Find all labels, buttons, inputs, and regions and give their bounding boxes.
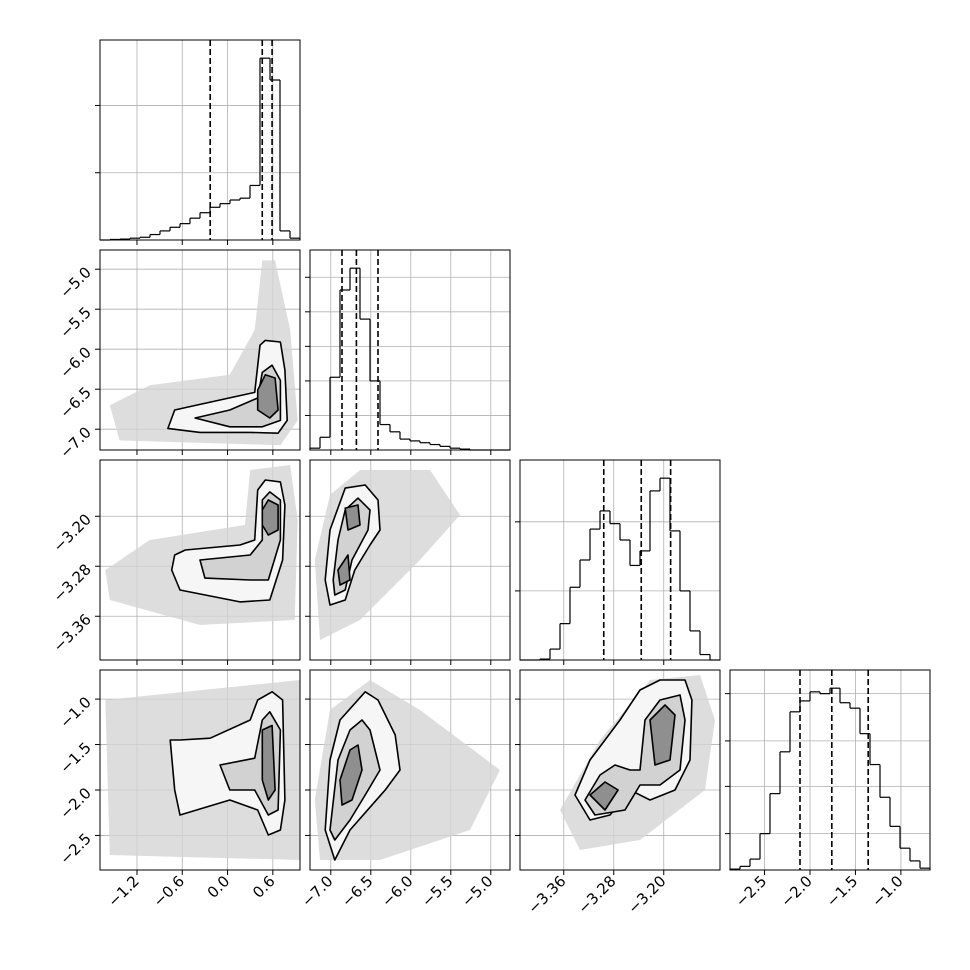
- y-tick-label: −1.5: [56, 739, 94, 777]
- density-contour: [344, 504, 361, 531]
- density-contour: [261, 499, 279, 536]
- x-tick-label: −7.0: [298, 872, 336, 910]
- x-tick-label: −1.0: [868, 872, 906, 910]
- density-contour: [256, 374, 279, 419]
- x-tick-label: −1.2: [104, 872, 142, 910]
- y-tick-label: −2.0: [56, 784, 94, 822]
- x-tick-label: −5.0: [458, 872, 496, 910]
- x-tick-label: 0.6: [249, 872, 279, 902]
- panel-frame: [309, 669, 511, 871]
- y-tick-label: −7.0: [56, 423, 94, 461]
- panel-frame: [99, 249, 301, 451]
- y-tick-label: −5.0: [56, 263, 94, 301]
- x-tick-label: −0.6: [150, 872, 188, 910]
- density-contour: [649, 704, 676, 766]
- panel-frame: [519, 669, 721, 871]
- density-contour: [261, 724, 276, 801]
- x-tick-label: −2.5: [732, 872, 770, 910]
- y-tick-label: −6.5: [56, 383, 94, 421]
- panel-frame: [309, 459, 511, 661]
- density-contour: [589, 781, 619, 811]
- density-contour: [337, 554, 351, 586]
- x-tick-label: 0.0: [204, 872, 234, 902]
- panel-frame: [99, 669, 301, 871]
- x-tick-label: −1.5: [823, 872, 861, 910]
- y-tick-label: −2.5: [56, 830, 94, 868]
- y-tick-label: −3.20: [50, 510, 95, 555]
- x-tick-label: −6.5: [338, 872, 376, 910]
- y-tick-label: −6.0: [56, 343, 94, 381]
- density-contour: [199, 491, 282, 581]
- density-contour: [339, 744, 363, 806]
- panel-frame: [729, 669, 931, 871]
- panel-frame: [309, 249, 511, 451]
- y-tick-label: −5.5: [56, 303, 94, 341]
- panel-frame: [519, 459, 721, 661]
- y-tick-label: −3.28: [50, 560, 95, 605]
- y-tick-label: −1.0: [56, 693, 94, 731]
- x-tick-label: −5.5: [418, 872, 456, 910]
- panel-frame: [99, 459, 301, 661]
- panel-frame: [99, 39, 301, 241]
- x-tick-label: −3.20: [624, 872, 669, 917]
- y-tick-label: −3.36: [50, 610, 95, 655]
- x-tick-label: −2.0: [777, 872, 815, 910]
- x-tick-label: −6.0: [378, 872, 416, 910]
- x-tick-label: −3.28: [574, 872, 619, 917]
- x-tick-label: −3.36: [524, 872, 569, 917]
